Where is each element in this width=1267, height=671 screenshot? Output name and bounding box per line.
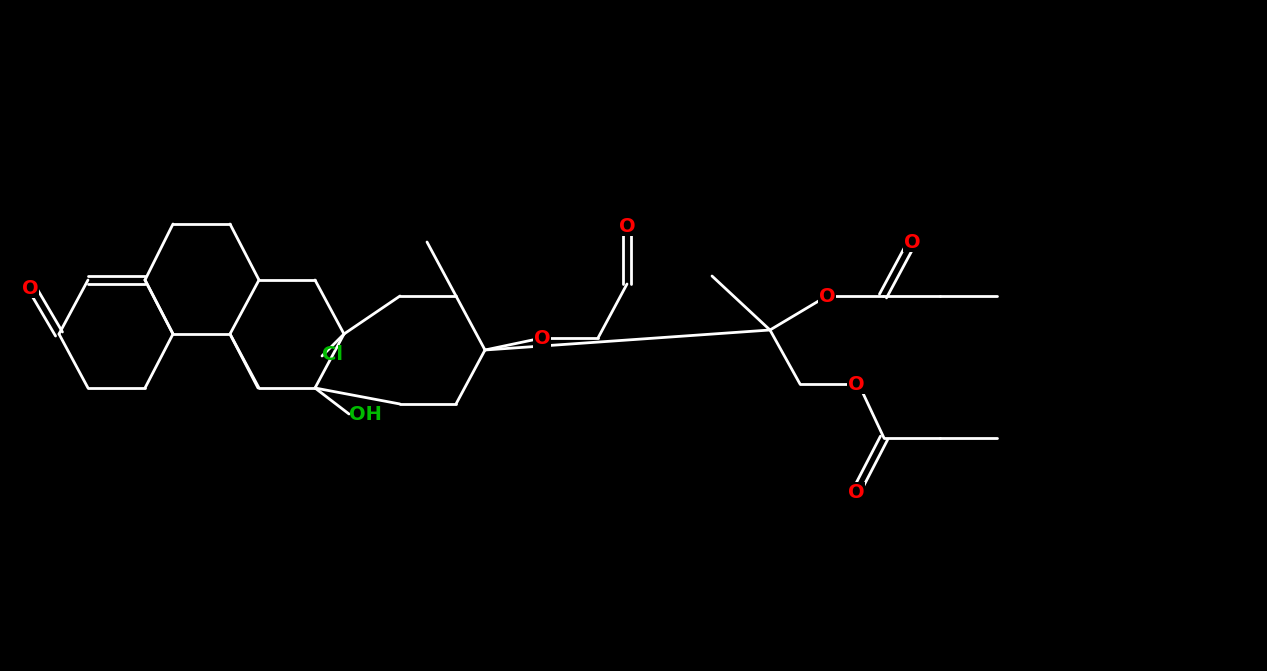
Text: Cl: Cl [322, 344, 343, 364]
Text: O: O [903, 232, 920, 252]
Text: O: O [533, 329, 550, 348]
Text: O: O [818, 287, 835, 305]
Text: O: O [22, 278, 38, 297]
Text: O: O [848, 374, 864, 393]
Text: O: O [848, 482, 864, 501]
Text: O: O [618, 217, 635, 236]
Text: OH: OH [348, 405, 381, 423]
